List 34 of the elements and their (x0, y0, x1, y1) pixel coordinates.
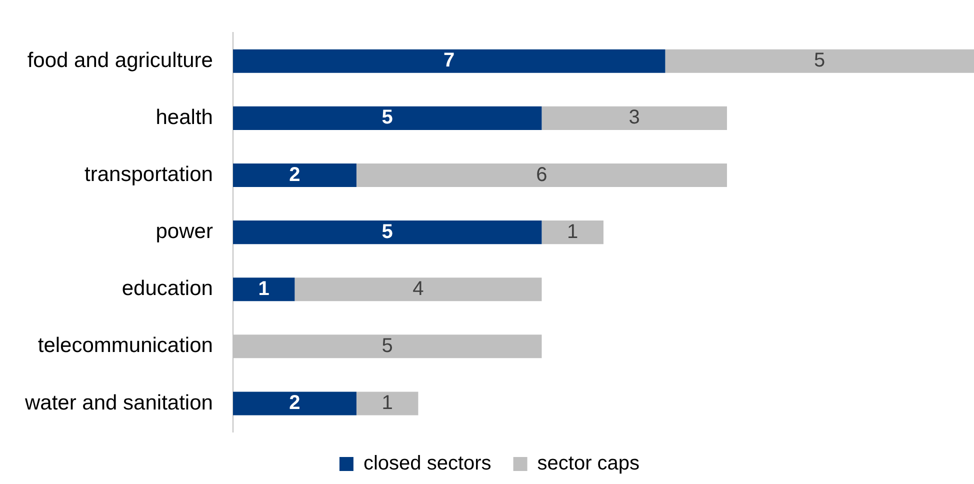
bar (232, 163, 356, 188)
data-label: 2 (289, 164, 300, 186)
data-label: 2 (289, 392, 300, 414)
bar (542, 106, 727, 130)
bar (232, 106, 542, 130)
y-tick-label: transportation (84, 163, 213, 186)
y-tick-label: food and agriculture (27, 48, 213, 72)
bar (665, 49, 974, 73)
bar (232, 278, 295, 302)
y-tick-label: telecommunication (38, 334, 213, 358)
bar (542, 220, 604, 244)
data-label: 1 (382, 392, 393, 414)
bar (232, 220, 542, 244)
data-label: 7 (444, 50, 455, 72)
data-label: 5 (382, 220, 393, 243)
y-tick-label: health (156, 106, 213, 129)
legend-label: sector caps (537, 452, 640, 475)
bar (294, 278, 542, 302)
data-label: 5 (382, 334, 393, 357)
data-label: 5 (382, 106, 393, 129)
bar (232, 392, 356, 416)
bar (356, 163, 727, 188)
y-tick-label: education (122, 277, 213, 300)
bar (232, 49, 666, 73)
data-label: 6 (536, 164, 548, 186)
data-label: 1 (258, 278, 270, 300)
data-label: 3 (628, 106, 640, 129)
y-tick-label: power (156, 220, 213, 244)
y-tick-label: water and sanitation (24, 391, 213, 414)
data-label: 4 (412, 278, 424, 300)
data-label: 1 (567, 220, 578, 243)
data-label: 5 (814, 50, 826, 72)
bar (356, 392, 418, 416)
legend-label: closed sectors (363, 452, 492, 475)
